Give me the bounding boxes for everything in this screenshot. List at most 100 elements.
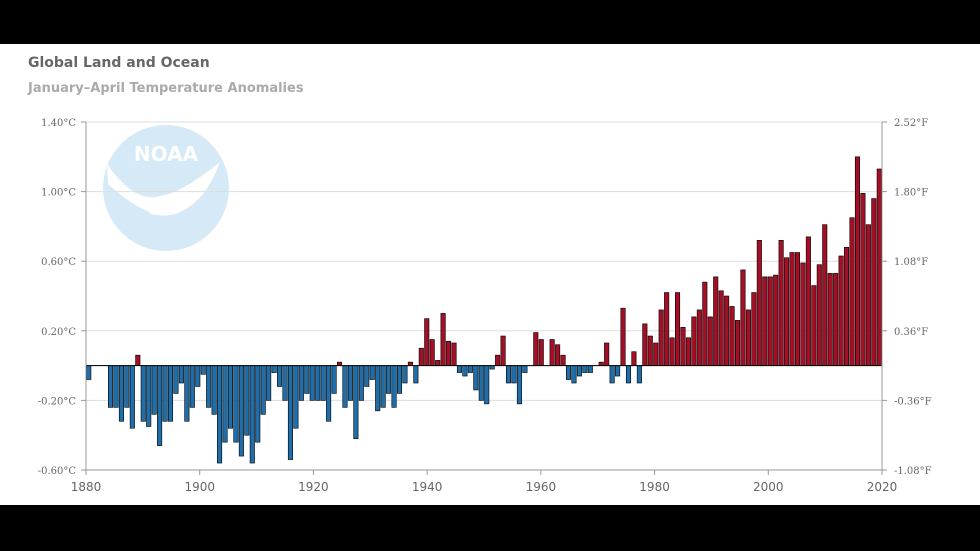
bar bbox=[244, 365, 250, 436]
y-tick-label-left: -0.60°C bbox=[38, 466, 77, 477]
bar bbox=[734, 320, 741, 366]
chart-subtitle: January–April Temperature Anomalies bbox=[28, 81, 304, 96]
bar bbox=[484, 365, 490, 405]
bar bbox=[854, 156, 860, 366]
x-tick-label: 2020 bbox=[867, 480, 898, 494]
bar bbox=[353, 365, 359, 439]
bar bbox=[113, 365, 119, 408]
bar bbox=[762, 276, 768, 366]
bar bbox=[298, 365, 304, 401]
y-tick-label-left: 0.60°C bbox=[41, 257, 76, 268]
bar bbox=[576, 365, 582, 377]
bar bbox=[227, 365, 234, 429]
bar bbox=[571, 365, 577, 384]
bar bbox=[222, 365, 228, 443]
bar bbox=[462, 365, 468, 377]
y-tick-label-right: 1.08°F bbox=[894, 257, 928, 268]
bar bbox=[805, 236, 811, 366]
bar bbox=[451, 342, 457, 366]
bar bbox=[789, 252, 795, 366]
x-tick-label: 1960 bbox=[526, 480, 557, 494]
bar bbox=[784, 257, 790, 366]
bar bbox=[816, 264, 822, 366]
x-tick-label: 1940 bbox=[412, 480, 443, 494]
bar bbox=[625, 365, 632, 384]
bar bbox=[336, 361, 343, 366]
bar bbox=[669, 337, 675, 366]
bar bbox=[696, 309, 702, 366]
bar bbox=[675, 292, 681, 366]
bar bbox=[713, 276, 719, 366]
noaa-logo-text: NOAA bbox=[134, 142, 199, 166]
x-tick-label: 1880 bbox=[71, 480, 102, 494]
y-tick-label-left: 1.40°C bbox=[41, 118, 76, 129]
axes bbox=[81, 121, 887, 475]
y-tick-label-left: 0.20°C bbox=[41, 327, 76, 338]
bar bbox=[664, 292, 670, 366]
bar bbox=[751, 292, 757, 366]
bar bbox=[282, 365, 288, 401]
bar bbox=[86, 365, 92, 380]
bar bbox=[304, 365, 310, 394]
bar bbox=[189, 365, 195, 408]
bar bbox=[157, 365, 163, 446]
bar bbox=[707, 316, 713, 366]
bar bbox=[565, 365, 572, 380]
bar bbox=[167, 365, 174, 422]
bar bbox=[767, 276, 773, 366]
chart-panel: Global Land and Ocean January–April Temp… bbox=[0, 44, 980, 505]
bar bbox=[211, 365, 217, 415]
tick-labels: 1.40°C 2.52°F 1.00°C 1.80°F 0.60°C 1.08°F 0.20… bbox=[38, 118, 932, 494]
bar bbox=[266, 365, 272, 401]
bar bbox=[500, 335, 506, 366]
bar bbox=[347, 365, 353, 401]
bar bbox=[844, 246, 850, 366]
bar bbox=[140, 365, 146, 422]
bar bbox=[124, 365, 130, 408]
bar bbox=[849, 217, 855, 366]
y-tick-label-right: -0.36°F bbox=[894, 396, 932, 407]
bar bbox=[249, 365, 255, 464]
y-tick-label-right: 1.80°F bbox=[894, 188, 928, 199]
bar bbox=[435, 360, 441, 366]
bar bbox=[178, 365, 184, 384]
bar bbox=[238, 365, 244, 457]
bar bbox=[647, 335, 653, 366]
bar bbox=[331, 365, 337, 394]
bar bbox=[865, 224, 871, 366]
bar bbox=[587, 365, 593, 373]
y-tick-label-right: 2.52°F bbox=[894, 118, 928, 129]
bar bbox=[838, 255, 844, 366]
bar bbox=[260, 365, 266, 415]
bar bbox=[691, 316, 697, 366]
bar bbox=[609, 365, 615, 384]
bar bbox=[287, 365, 293, 460]
bar bbox=[375, 365, 381, 412]
bar bbox=[407, 361, 413, 366]
bar bbox=[827, 273, 833, 366]
bar bbox=[364, 365, 370, 387]
bar bbox=[418, 347, 424, 366]
bar bbox=[582, 365, 588, 373]
bar bbox=[380, 365, 386, 408]
bar bbox=[822, 224, 828, 366]
bar bbox=[495, 354, 501, 366]
bar bbox=[685, 337, 691, 366]
bar bbox=[440, 313, 446, 366]
y-tick-label-left: -0.20°C bbox=[38, 396, 77, 407]
bar bbox=[473, 365, 479, 391]
bar bbox=[620, 307, 626, 366]
bar bbox=[118, 365, 124, 422]
bar bbox=[162, 365, 168, 422]
bar bbox=[467, 365, 473, 373]
bar bbox=[615, 365, 621, 377]
y-tick-label-right: 0.36°F bbox=[894, 327, 928, 338]
bar bbox=[773, 274, 779, 366]
bar bbox=[151, 365, 157, 415]
x-tick-label: 1980 bbox=[639, 480, 670, 494]
bar bbox=[309, 365, 315, 401]
bar bbox=[271, 365, 277, 373]
bar bbox=[429, 339, 435, 366]
bar bbox=[680, 327, 686, 366]
chart-title: Global Land and Ocean bbox=[28, 55, 210, 71]
